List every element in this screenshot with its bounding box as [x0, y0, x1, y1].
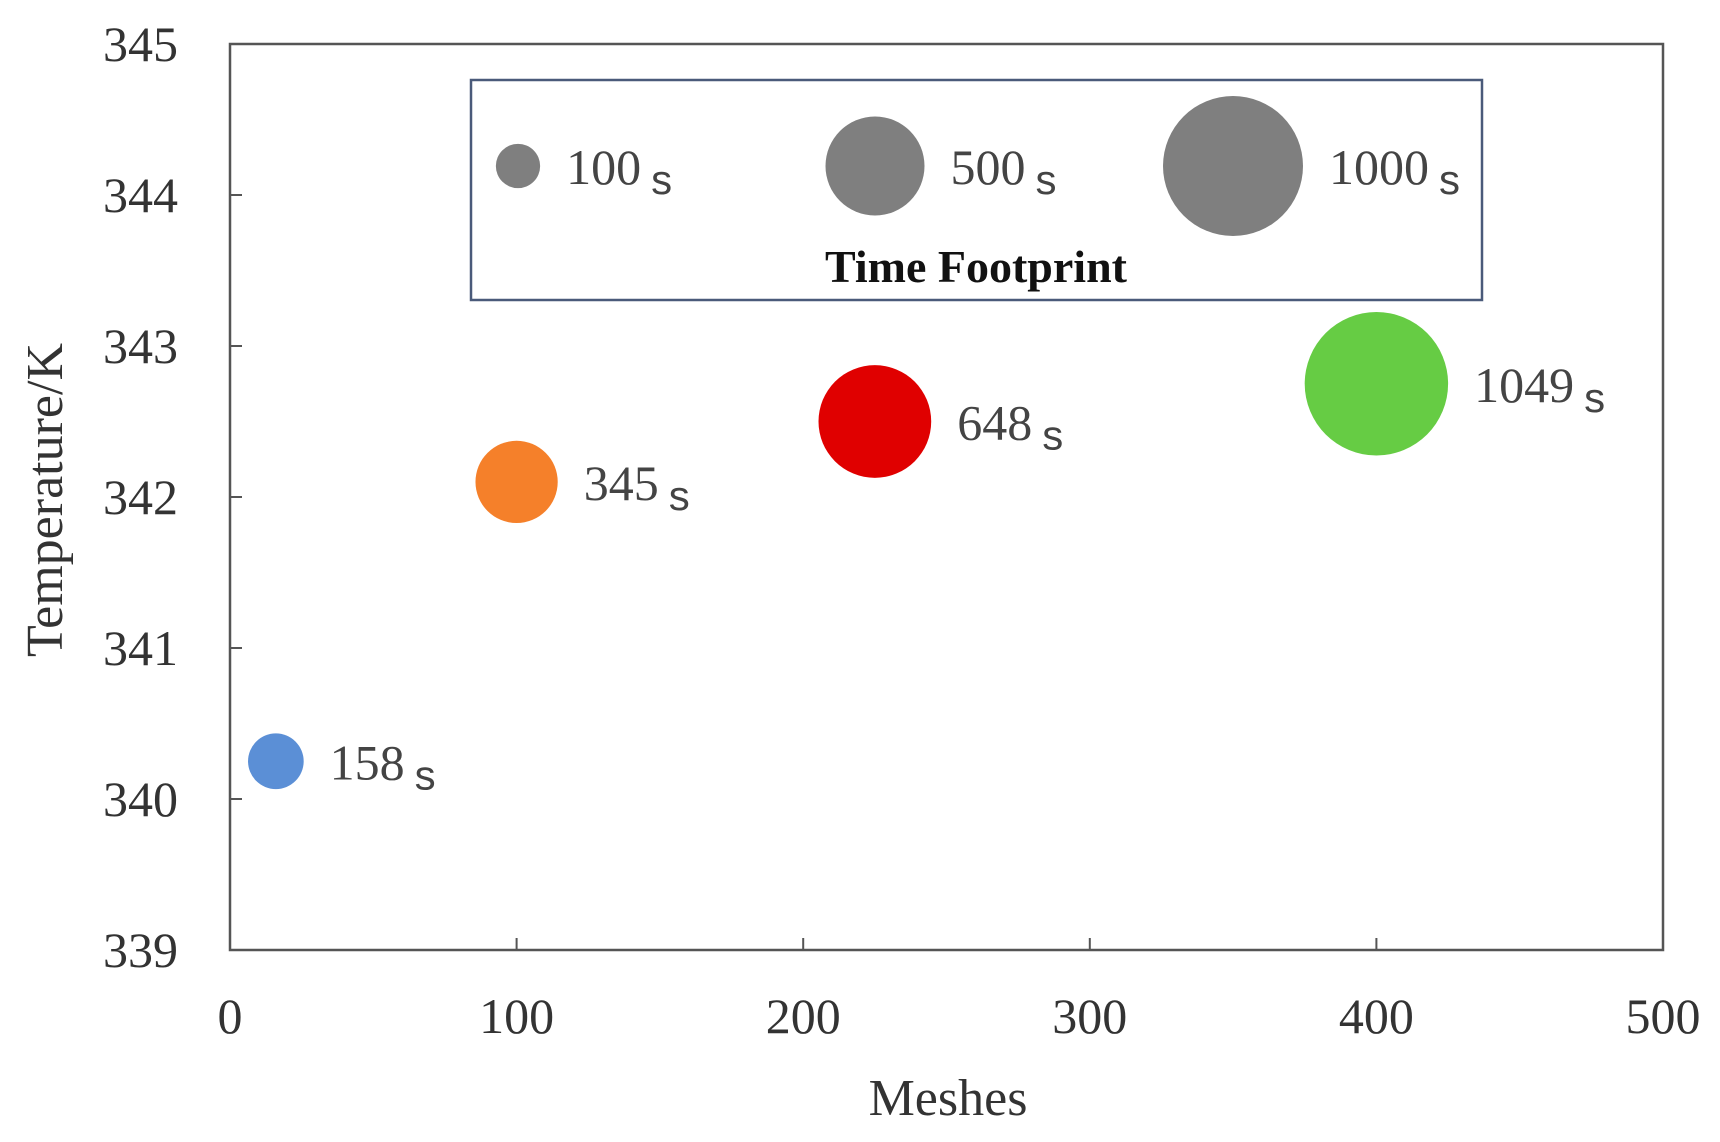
legend-label-1000: 1000 s	[1329, 139, 1460, 203]
legend-bubble-100	[495, 143, 541, 189]
y-tick-label: 341	[103, 620, 178, 676]
data-bubble-648	[818, 365, 932, 478]
legend-bubble-1000	[1163, 96, 1303, 236]
bubble-label-1049: 1049 s	[1474, 357, 1605, 421]
x-tick-label: 200	[766, 988, 841, 1044]
x-tick-label: 100	[479, 988, 554, 1044]
legend-label-100-value: 100	[566, 139, 641, 195]
y-axis-title: Temperature/K	[17, 343, 74, 657]
legend-label-500: 500 s	[950, 139, 1056, 203]
data-bubble-1049	[1304, 312, 1449, 456]
y-tick-label: 343	[103, 318, 178, 374]
y-tick-label: 342	[103, 469, 178, 525]
legend-label-500-value: 500	[950, 139, 1025, 195]
y-tick-label: 339	[103, 922, 178, 978]
legend-bubble-500	[825, 116, 925, 216]
x-axis-title: Meshes	[869, 1070, 1028, 1127]
legend-unit-500: s	[1035, 156, 1056, 203]
bubble-label-158: 158 s	[330, 734, 436, 798]
bubble-unit-648: s	[1042, 412, 1063, 459]
legend-unit-100: s	[651, 156, 672, 203]
x-tick-label: 0	[218, 988, 243, 1044]
legend-label-1000-value: 1000	[1329, 139, 1429, 195]
legend-box	[469, 78, 1484, 302]
x-tick-label: 400	[1339, 988, 1414, 1044]
bubble-label-345-value: 345	[584, 455, 659, 511]
bubble-label-1049-value: 1049	[1474, 357, 1574, 413]
legend-title: Time Footprint	[825, 241, 1128, 292]
bubble-label-648-value: 648	[957, 395, 1032, 451]
y-tick-label: 340	[103, 771, 178, 827]
bubble-label-648: 648 s	[957, 395, 1063, 459]
x-tick-label: 300	[1052, 988, 1127, 1044]
x-tick-label: 500	[1626, 988, 1701, 1044]
data-bubble-345	[475, 440, 558, 524]
bubble-label-345: 345 s	[584, 455, 690, 519]
y-tick-label: 345	[103, 16, 178, 72]
axes: 339 340 341 342 343 344 345 0 100 200 300 400 500	[103, 16, 1701, 1044]
bubble-unit-158: s	[415, 751, 436, 798]
bubble-label-158-value: 158	[330, 734, 405, 790]
legend-label-100: 100 s	[566, 139, 672, 203]
bubble-unit-1049: s	[1584, 374, 1605, 421]
legend-unit-1000: s	[1439, 156, 1460, 203]
data-bubble-158	[248, 733, 304, 790]
bubble-unit-345: s	[669, 472, 690, 519]
y-tick-label: 344	[103, 167, 178, 223]
